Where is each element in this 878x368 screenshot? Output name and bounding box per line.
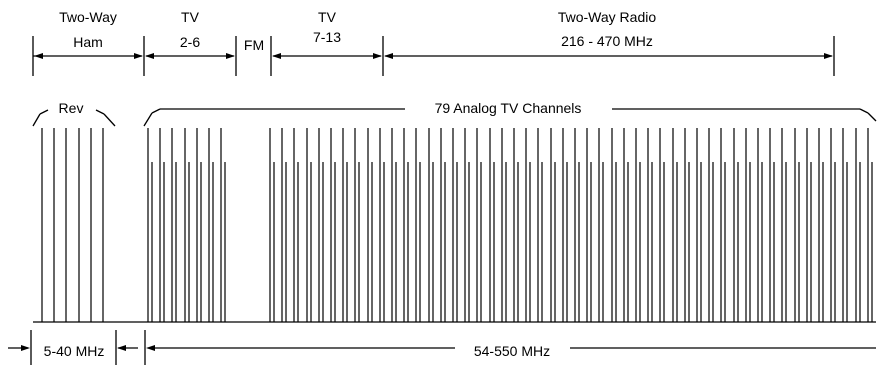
ham-label: Ham — [73, 34, 103, 50]
channel-lines — [41, 128, 873, 322]
radio-range-label: 216 - 470 MHz — [561, 33, 653, 49]
tv-high-range-label: 7-13 — [313, 29, 341, 45]
bottom-band-dimensions — [8, 330, 876, 365]
analog-channels-bracket — [143, 108, 877, 127]
tv-high-top-label: TV — [318, 9, 337, 25]
fm-label: FM — [244, 37, 264, 53]
two-way-radio-label: Two-Way Radio — [558, 9, 657, 25]
forward-band-label: 54-550 MHz — [474, 343, 550, 359]
return-band-label: 5-40 MHz — [44, 343, 105, 359]
analog-channels-label: 79 Analog TV Channels — [435, 100, 582, 116]
two-way-top-label: Two-Way — [59, 9, 117, 25]
rev-label: Rev — [59, 100, 84, 116]
top-band-arrowheads — [34, 53, 833, 59]
tv-low-range-label: 2-6 — [180, 34, 200, 50]
tv-low-top-label: TV — [181, 9, 200, 25]
top-band-dimensions — [32, 36, 835, 76]
rev-bracket — [32, 109, 116, 127]
bottom-band-arrowheads — [21, 345, 155, 351]
